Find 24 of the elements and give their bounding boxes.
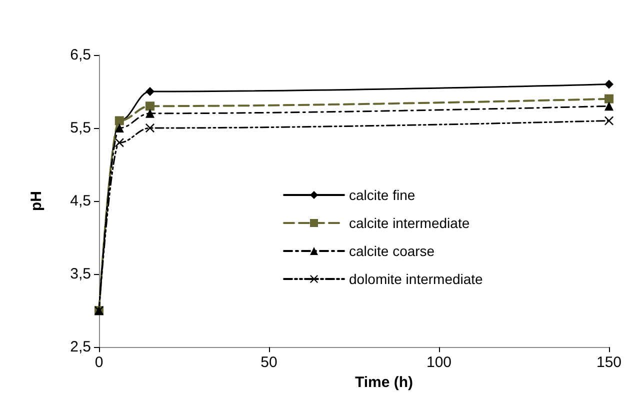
legend-label: calcite intermediate	[349, 215, 470, 231]
point	[604, 80, 614, 89]
x-tick-label: 50	[260, 354, 278, 372]
x-tick-label: 150	[596, 354, 622, 372]
legend-label: calcite coarse	[349, 243, 435, 259]
legend-label: dolomite intermediate	[349, 271, 484, 287]
y-axis-title: pH	[28, 191, 45, 212]
point	[114, 124, 124, 133]
point	[604, 94, 614, 104]
legend-label: calcite fine	[349, 187, 416, 203]
x-axis-title: Time (h)	[354, 374, 414, 391]
y-tick-label: 5,5	[70, 120, 91, 137]
x-tick-label: 0	[94, 354, 104, 372]
y-tick-label: 2,5	[70, 338, 91, 356]
point	[146, 108, 154, 118]
y-tick-label: 6,5	[70, 46, 91, 64]
point	[146, 87, 154, 96]
y-tick-label: 4,5	[70, 192, 91, 210]
point	[146, 102, 154, 111]
point	[114, 138, 124, 148]
x-tick-label: 100	[426, 354, 452, 372]
point	[604, 116, 614, 126]
point	[604, 102, 614, 111]
y-tick-label: 3,5	[70, 266, 91, 283]
